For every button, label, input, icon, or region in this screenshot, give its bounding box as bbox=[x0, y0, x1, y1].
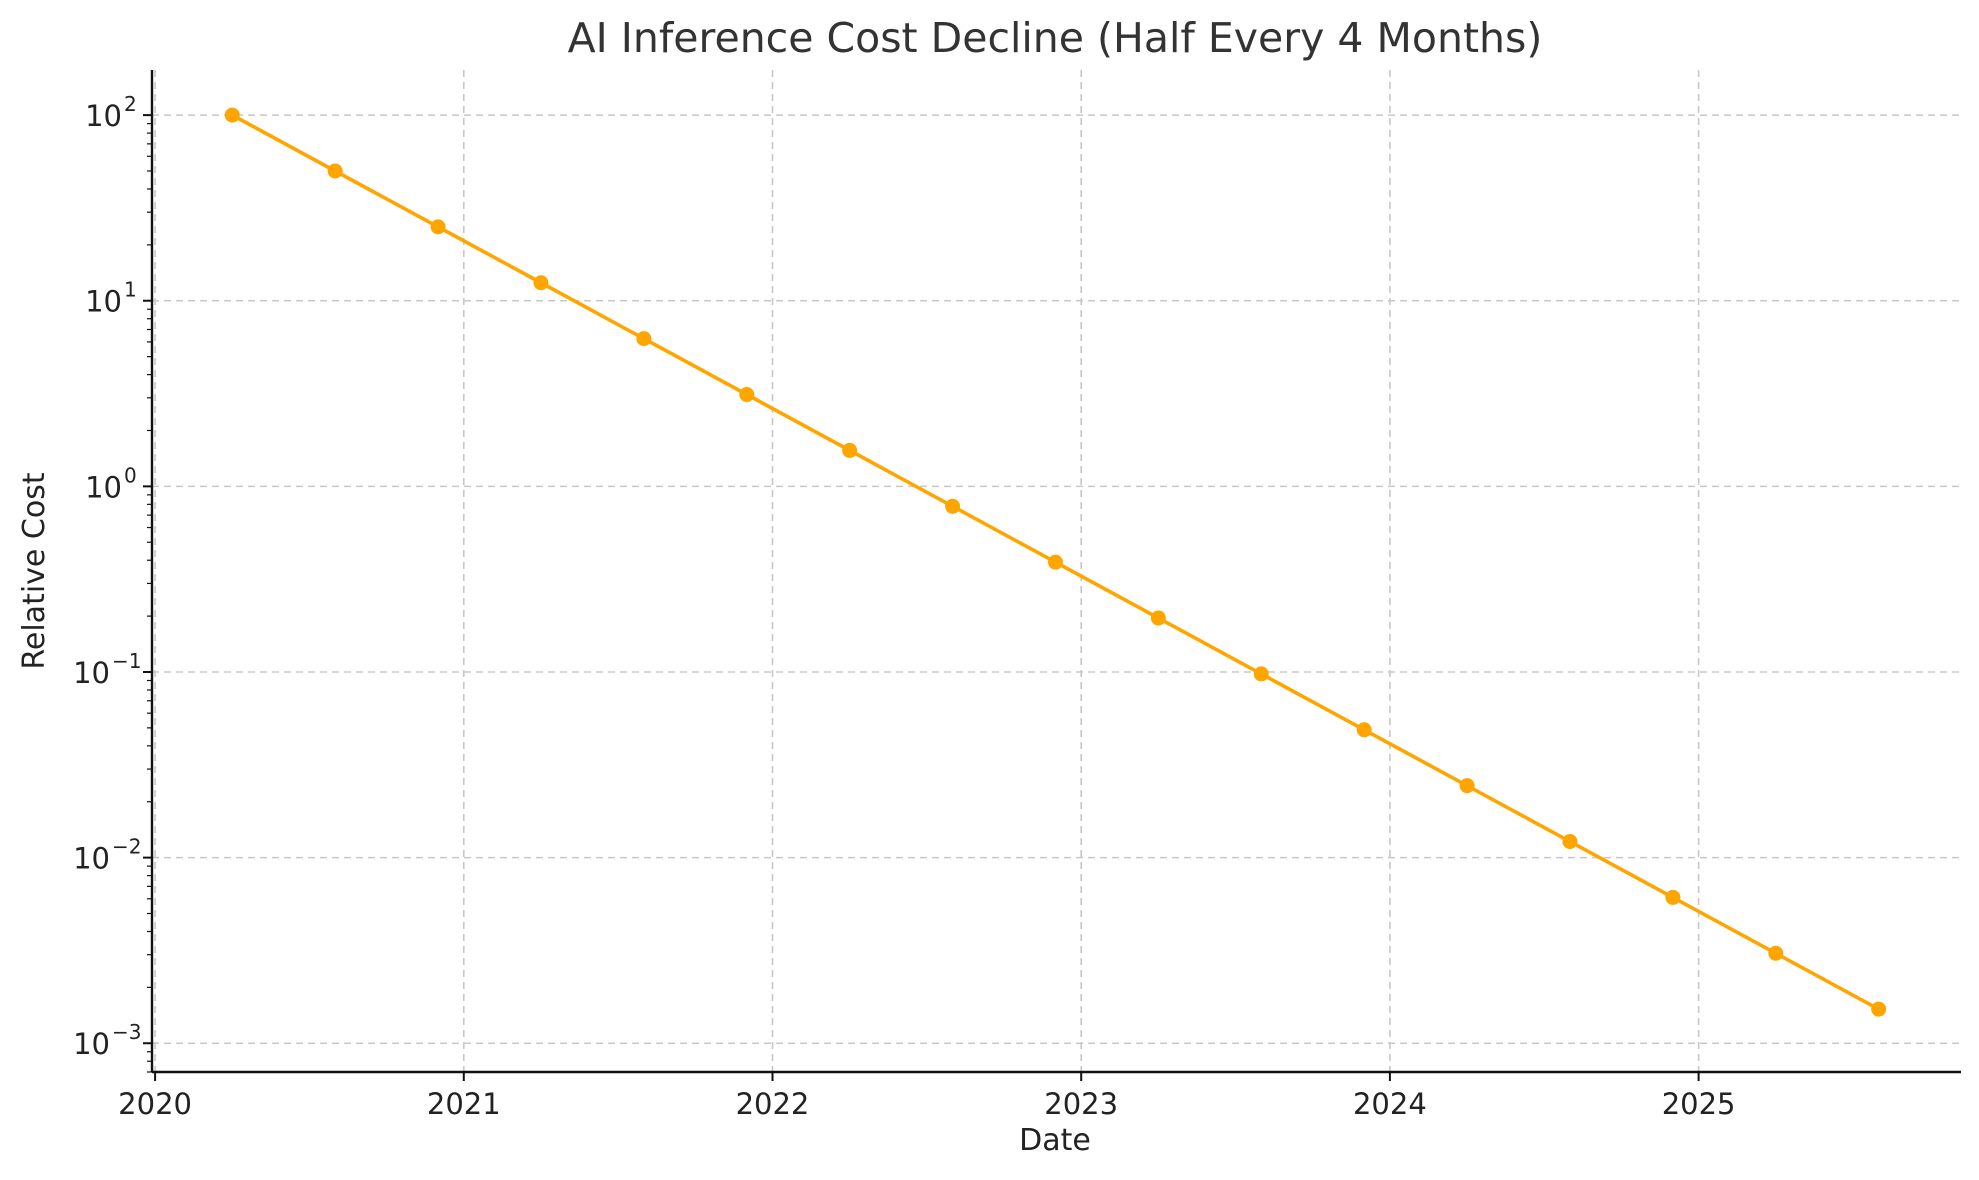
grid-lines bbox=[152, 70, 1961, 1072]
chart-title: AI Inference Cost Decline (Half Every 4 … bbox=[568, 14, 1543, 62]
x-tick-label: 2025 bbox=[1662, 1087, 1736, 1121]
data-series bbox=[224, 107, 1887, 1017]
y-tick-base: 10 bbox=[85, 470, 122, 504]
x-tick-label: 2022 bbox=[736, 1087, 810, 1121]
y-tick-exponent: −1 bbox=[112, 649, 141, 673]
y-tick-exponent: 0 bbox=[124, 463, 137, 487]
data-point-2025-04 bbox=[1768, 945, 1784, 961]
y-tick-label: 10 1 bbox=[85, 278, 137, 319]
data-point-2021-04 bbox=[533, 275, 549, 291]
data-point-2023-12 bbox=[1356, 722, 1372, 738]
data-point-2020-04 bbox=[224, 107, 240, 123]
y-tick-exponent: 2 bbox=[124, 92, 137, 116]
data-point-2021-08 bbox=[636, 331, 652, 347]
y-tick-label: 10 −3 bbox=[73, 1020, 141, 1061]
data-point-2020-08 bbox=[327, 163, 343, 179]
y-tick-base: 10 bbox=[73, 842, 110, 876]
data-point-2024-04 bbox=[1459, 778, 1475, 794]
data-point-2025-08 bbox=[1871, 1001, 1887, 1017]
data-point-2022-08 bbox=[945, 498, 961, 514]
data-point-2022-12 bbox=[1047, 554, 1063, 570]
y-tick-exponent: −2 bbox=[112, 835, 141, 859]
data-point-2020-12 bbox=[430, 219, 446, 235]
data-point-2023-04 bbox=[1150, 610, 1166, 626]
data-point-2024-12 bbox=[1665, 889, 1681, 905]
x-tick-label: 2023 bbox=[1044, 1087, 1118, 1121]
y-axis-label: Relative Cost bbox=[17, 472, 52, 669]
x-axis-label: Date bbox=[1019, 1123, 1091, 1158]
x-tick-label: 2020 bbox=[118, 1087, 192, 1121]
y-tick-label: 10 −1 bbox=[73, 649, 141, 690]
data-point-2021-12 bbox=[739, 387, 755, 403]
x-tick-label: 2021 bbox=[427, 1087, 501, 1121]
y-tick-exponent: 1 bbox=[124, 278, 137, 302]
data-point-2023-08 bbox=[1253, 666, 1269, 682]
data-point-2024-08 bbox=[1562, 834, 1578, 850]
x-tick-label: 2024 bbox=[1353, 1087, 1427, 1121]
y-tick-base: 10 bbox=[85, 99, 122, 133]
y-tick-base: 10 bbox=[85, 285, 122, 319]
y-tick-base: 10 bbox=[73, 1027, 110, 1061]
data-point-2022-04 bbox=[842, 442, 858, 458]
y-tick-exponent: −3 bbox=[112, 1020, 141, 1044]
y-tick-label: 10 2 bbox=[85, 92, 137, 133]
y-tick-label: 10 −2 bbox=[73, 835, 141, 876]
y-tick-base: 10 bbox=[73, 656, 110, 690]
y-tick-label: 10 0 bbox=[85, 463, 137, 504]
